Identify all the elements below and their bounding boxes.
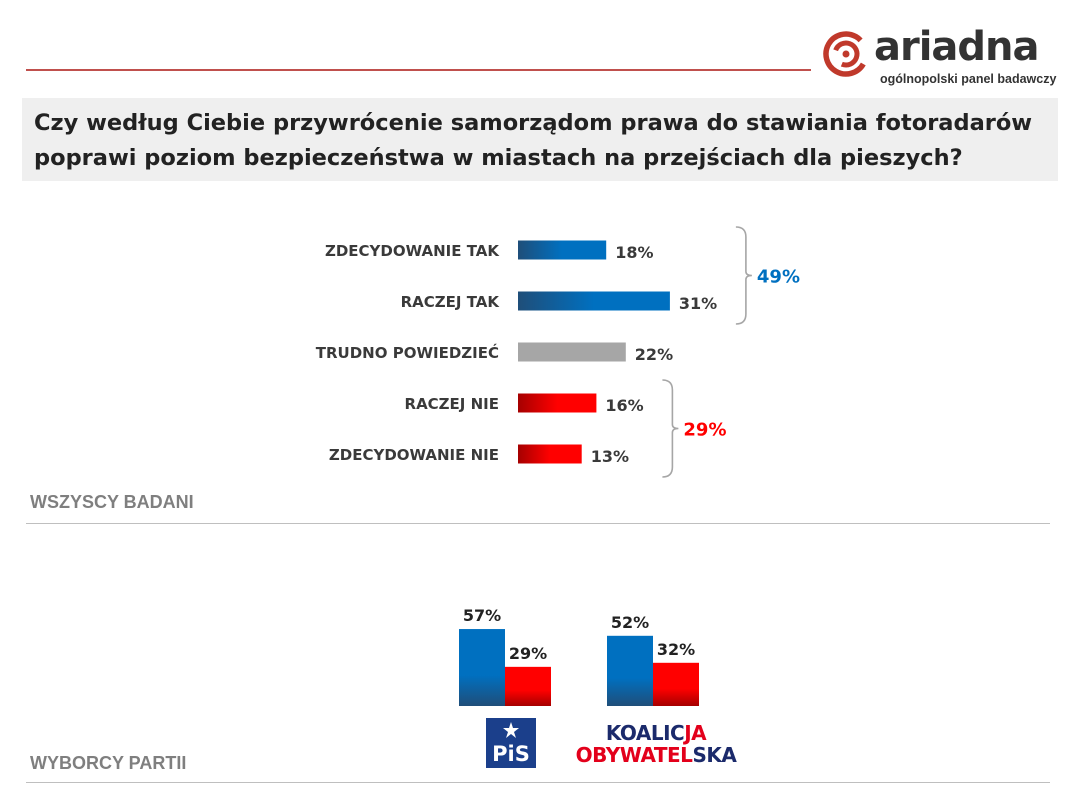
data-label: 29%: [509, 644, 547, 663]
group-bracket: [662, 379, 679, 478]
section-divider-all: [26, 523, 1050, 524]
data-label: 16%: [605, 396, 643, 415]
data-label: 18%: [615, 243, 653, 262]
pis-logo: [486, 718, 536, 768]
section-label-voters: WYBORCY PARTII: [30, 753, 187, 773]
ko-logo-line1: KOALICJA: [606, 721, 707, 745]
data-label: 22%: [635, 345, 673, 364]
category-label: RACZEJ NIE: [405, 395, 499, 413]
eagle-icon: [503, 722, 519, 738]
data-label: 52%: [611, 613, 649, 632]
data-label: 32%: [657, 640, 695, 659]
group-total-label: 29%: [683, 420, 726, 441]
header-rule: [26, 69, 811, 71]
question-box: Czy według Ciebie przywrócenie samorządo…: [22, 98, 1058, 181]
category-label: ZDECYDOWANIE NIE: [329, 446, 499, 464]
bar: [518, 393, 597, 413]
section-label-all: WSZYSCY BADANI: [30, 492, 194, 512]
group-total-label: 49%: [757, 267, 800, 288]
logo-tagline: ogólnopolski panel badawczy: [880, 72, 1057, 86]
column: [607, 635, 653, 706]
logo-wordmark: ariadna: [874, 24, 1040, 70]
category-label: TRUDNO POWIEDZIEĆ: [316, 343, 499, 362]
group-bracket: [735, 226, 752, 325]
ariadna-logo: ariadna ogólnopolski panel badawczy: [822, 24, 1062, 92]
column: [505, 666, 551, 706]
bar: [518, 444, 582, 464]
data-label: 13%: [591, 447, 629, 466]
bar: [518, 342, 626, 362]
data-label: 31%: [679, 294, 717, 313]
question-title: Czy według Ciebie przywrócenie samorządo…: [34, 110, 1033, 171]
data-label: 57%: [463, 606, 501, 625]
category-label: ZDECYDOWANIE TAK: [325, 242, 500, 260]
category-label: RACZEJ TAK: [401, 293, 501, 311]
ko-logo-line2: OBYWATELSKA: [576, 743, 738, 767]
column: [653, 662, 699, 706]
bar: [518, 291, 670, 311]
ariadna-swirl-icon: [823, 31, 869, 77]
section-divider-voters: [26, 782, 1050, 783]
bar: [518, 240, 607, 260]
column: [459, 629, 505, 706]
pis-logo-text: PiS: [492, 742, 530, 766]
